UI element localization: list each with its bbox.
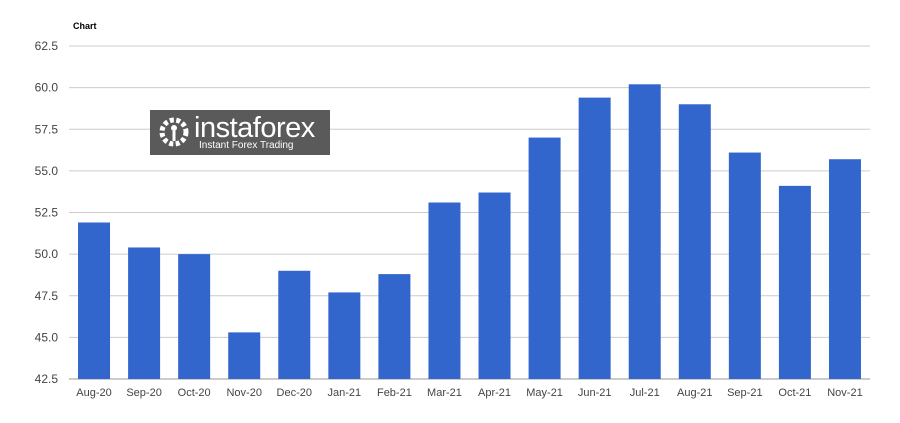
gear-logo-icon	[159, 117, 189, 147]
x-tick-label: Sep-21	[727, 387, 762, 399]
x-tick-label: May-21	[526, 387, 563, 399]
bar-sep-20	[128, 247, 161, 379]
bar-aug-20	[78, 222, 111, 379]
x-tick-label: Feb-21	[377, 387, 412, 399]
x-tick-label: Jan-21	[328, 387, 362, 399]
bar-may-21	[528, 137, 561, 379]
watermark: instaforex Instant Forex Trading	[150, 110, 330, 155]
bar-sep-21	[728, 152, 761, 379]
bar-apr-21	[478, 192, 511, 379]
x-tick-label: Oct-21	[778, 387, 811, 399]
x-tick-label: Nov-21	[827, 387, 862, 399]
x-tick-label: Sep-20	[126, 387, 161, 399]
x-tick-label: Apr-21	[478, 387, 511, 399]
watermark-tagline: Instant Forex Trading	[199, 140, 294, 151]
y-tick-label: 55.0	[35, 164, 59, 178]
x-tick-label: Aug-21	[677, 387, 712, 399]
y-tick-label: 62.5	[35, 39, 59, 53]
bar-nov-20	[228, 332, 261, 379]
bar-jun-21	[578, 97, 611, 380]
y-tick-label: 57.5	[35, 122, 59, 136]
y-tick-label: 52.5	[35, 206, 59, 220]
watermark-brand: instaforex	[194, 112, 315, 144]
y-tick-label: 45.0	[35, 330, 59, 344]
y-tick-label: 47.5	[35, 289, 59, 303]
bar-dec-20	[278, 270, 311, 379]
y-tick-label: 50.0	[35, 247, 59, 261]
bar-aug-21	[678, 104, 711, 380]
chart-title: Chart	[73, 21, 97, 31]
bar-oct-20	[178, 254, 211, 379]
bar-mar-21	[428, 202, 461, 379]
y-tick-label: 60.0	[35, 81, 59, 95]
x-tick-label: Mar-21	[427, 387, 462, 399]
x-tick-label: Jun-21	[578, 387, 612, 399]
bar-oct-21	[778, 185, 811, 379]
bar-feb-21	[378, 274, 411, 379]
x-tick-label: Jul-21	[630, 387, 660, 399]
y-tick-label: 42.5	[35, 372, 59, 386]
bar-nov-21	[828, 159, 861, 379]
x-tick-label: Oct-20	[178, 387, 211, 399]
bar-jul-21	[628, 84, 661, 380]
x-tick-label: Nov-20	[226, 387, 261, 399]
x-tick-label: Aug-20	[76, 387, 111, 399]
x-tick-label: Dec-20	[277, 387, 312, 399]
bar-jan-21	[328, 292, 361, 379]
